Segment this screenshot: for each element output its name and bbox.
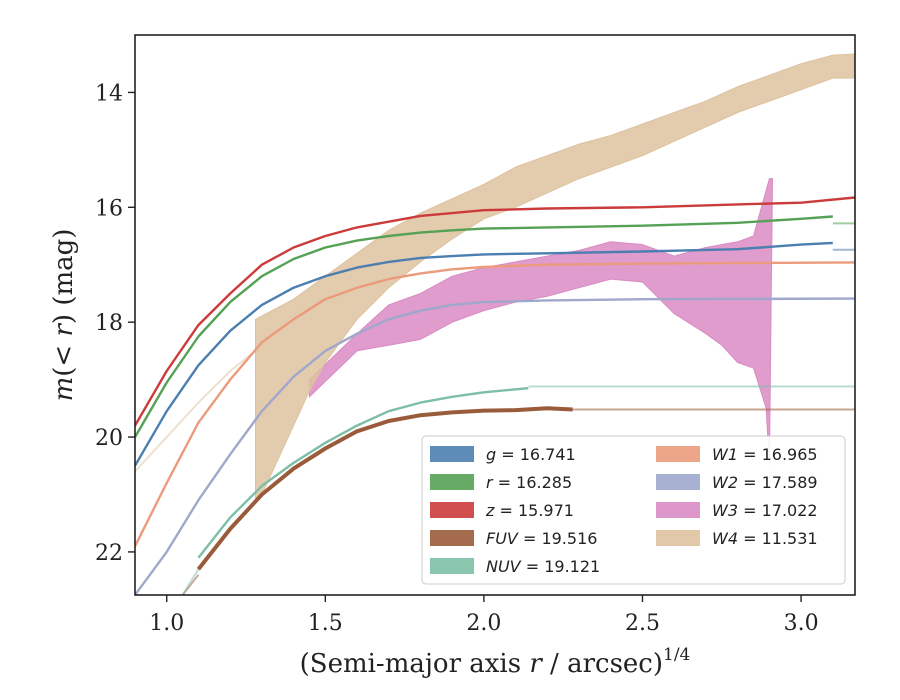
w3-legend-swatch xyxy=(656,502,700,518)
fuv-legend-label: FUV = 19.516 xyxy=(486,529,597,548)
nuv-legend-label: NUV = 19.121 xyxy=(486,557,600,576)
w2-legend-swatch xyxy=(656,474,700,490)
g-legend-swatch xyxy=(430,446,474,462)
w4-band xyxy=(255,53,855,502)
w2-legend-label: W2 = 17.589 xyxy=(712,473,818,492)
y-tick-label: 14 xyxy=(95,81,123,106)
legend: g = 16.741 r = 16.285 z = 15.971 FUV = 19.5… xyxy=(421,435,846,585)
x-tick-label: 3.0 xyxy=(784,611,819,636)
w3-legend-label: W3 = 17.022 xyxy=(712,501,818,520)
nuv-series-line xyxy=(197,387,529,559)
x-tick-label: 1.0 xyxy=(149,611,184,636)
w4-legend-swatch xyxy=(656,530,700,546)
plot-frame xyxy=(134,34,856,596)
w2-series-line xyxy=(135,297,855,595)
w1-series-line xyxy=(135,261,855,547)
x-axis-title: (Semi-major axis r / arcsec)1/4 xyxy=(300,645,691,679)
z-legend-swatch xyxy=(430,502,474,518)
y-tick-label: 18 xyxy=(95,311,123,336)
r-legend-label: r = 16.285 xyxy=(486,473,572,492)
y-axis: 14 16 18 20 22 xyxy=(95,81,135,566)
nuv-faint-tail xyxy=(181,568,200,595)
z-series-line xyxy=(135,196,855,427)
r-legend-swatch xyxy=(430,474,474,490)
w4-faint-tail xyxy=(135,350,257,473)
z-legend-label: z = 15.971 xyxy=(485,501,574,520)
y-tick-label: 16 xyxy=(95,196,123,221)
x-axis: 1.0 1.5 2.0 2.5 3.0 xyxy=(149,595,819,636)
x-tick-label: 2.0 xyxy=(466,611,501,636)
w1-legend-label: W1 = 16.965 xyxy=(712,445,818,464)
fuv-legend-swatch xyxy=(430,530,474,546)
legend-box xyxy=(421,435,846,585)
w1-legend-swatch xyxy=(656,446,700,462)
series-layer xyxy=(135,53,855,595)
w4-legend-label: W4 = 11.531 xyxy=(712,529,818,548)
y-tick-label: 20 xyxy=(95,426,123,451)
x-tick-label: 1.5 xyxy=(308,611,343,636)
y-axis-title: m(< r) (mag) xyxy=(49,229,79,402)
g-series-line xyxy=(135,241,833,467)
fuv-series-line xyxy=(196,406,573,571)
nuv-legend-swatch xyxy=(430,558,474,574)
x-tick-label: 2.5 xyxy=(625,611,660,636)
y-tick-label: 22 xyxy=(95,541,123,566)
g-legend-label: g = 16.741 xyxy=(486,445,576,464)
r-series-line xyxy=(135,215,833,438)
